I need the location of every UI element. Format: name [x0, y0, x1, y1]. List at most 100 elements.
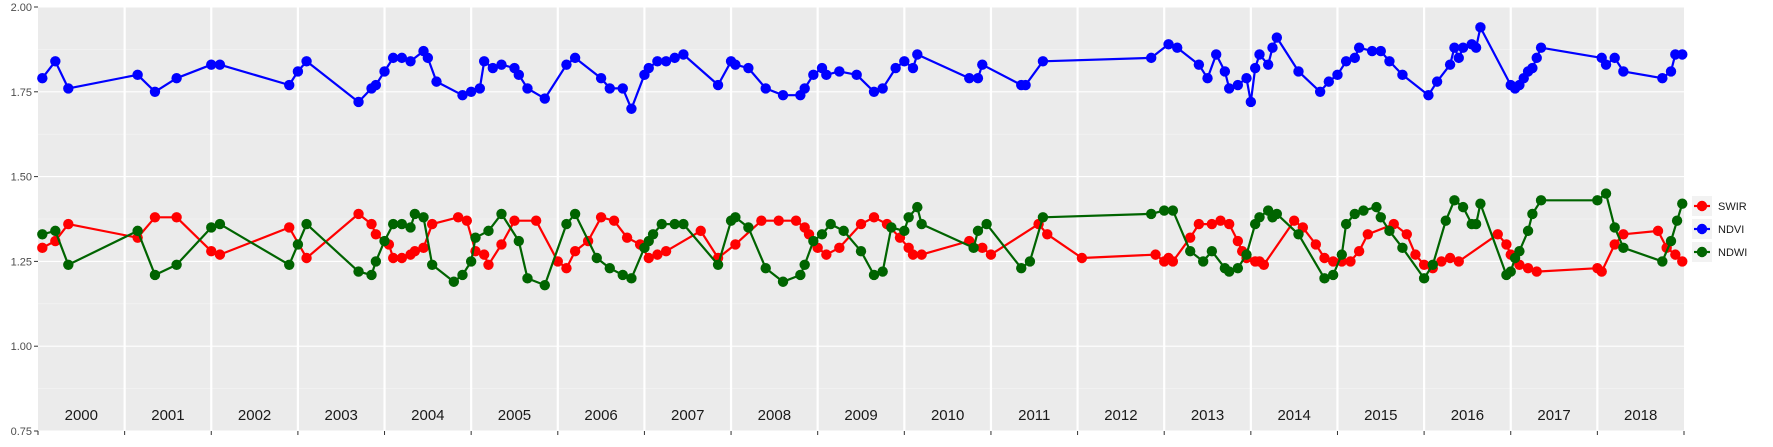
ndvi-point — [1535, 42, 1547, 53]
ndwi-point — [777, 276, 789, 287]
ndwi-point — [1358, 205, 1369, 216]
grid-lines — [38, 6, 1684, 432]
ndwi-point — [799, 259, 810, 270]
legend-key-point — [1696, 223, 1708, 235]
ndvi-point — [1172, 42, 1183, 53]
swir-point — [1401, 229, 1412, 240]
ndwi-point — [1677, 198, 1688, 209]
legend: SWIR NDVI NDWI — [1692, 196, 1747, 262]
y-tick-label: 1.25 — [11, 256, 32, 268]
ndwi-point — [669, 218, 680, 230]
ndwi-point — [855, 246, 867, 257]
ndwi-point — [1327, 269, 1339, 281]
ndwi-point — [808, 235, 819, 247]
ndvi-point — [1193, 59, 1205, 70]
ndvi-point — [899, 56, 910, 67]
ndwi-point — [561, 218, 572, 230]
ndwi-point — [522, 273, 533, 284]
swir-point — [1258, 259, 1270, 270]
swir-point — [409, 246, 421, 257]
swir-point — [63, 218, 74, 230]
series-ndvi — [37, 22, 1688, 114]
swir-point — [1185, 232, 1196, 243]
ndwi-point — [483, 225, 494, 237]
ndvi-point — [496, 59, 507, 70]
swir-point — [643, 252, 654, 264]
ndvi-point — [907, 62, 919, 74]
ndwi-point — [1340, 218, 1352, 230]
ndvi-point — [1340, 56, 1352, 67]
year-label: 2016 — [1451, 407, 1484, 424]
ndwi-point — [591, 252, 602, 264]
ndvi-point — [1271, 32, 1283, 43]
swir-point — [569, 246, 581, 257]
ndvi-point — [422, 52, 434, 64]
ndwi-point — [1319, 273, 1330, 284]
ndwi-point — [470, 232, 481, 243]
ndwi-point — [916, 218, 927, 230]
ndvi-point — [1219, 66, 1231, 77]
swir-point — [1444, 252, 1456, 264]
ndwi-point — [838, 225, 849, 237]
ndvi-point — [1241, 73, 1252, 84]
swir-point — [621, 232, 633, 243]
swir-point — [1670, 249, 1681, 260]
swir-point — [1501, 239, 1512, 250]
ndwi-point — [1349, 208, 1361, 220]
ndwi-point — [1427, 259, 1438, 270]
swir-point — [1345, 256, 1356, 267]
ndvi-point — [1475, 22, 1486, 33]
year-label: 2002 — [238, 407, 271, 424]
series-ndwi — [37, 188, 1688, 291]
ndvi-point — [387, 52, 399, 64]
ndwi-point — [816, 229, 828, 240]
ndwi-point — [206, 222, 217, 233]
ndwi-point — [903, 212, 914, 223]
ndvi-point — [1444, 59, 1456, 70]
ndvi-point — [643, 62, 654, 74]
ndwi-point — [366, 269, 377, 281]
ndwi-point — [1470, 218, 1482, 230]
swir-point — [1677, 256, 1688, 267]
ndvi-point — [972, 73, 984, 84]
ndvi-point — [760, 83, 771, 94]
ndwi-point — [448, 276, 460, 287]
swir-point — [1150, 249, 1161, 260]
ndwi-point — [1657, 256, 1668, 267]
ndwi-point — [171, 259, 182, 270]
ndvi-point — [730, 59, 741, 70]
ndwi-point — [617, 269, 628, 281]
ndwi-point — [1592, 195, 1603, 206]
year-label: 2012 — [1104, 407, 1137, 424]
ndvi-point — [1431, 76, 1443, 87]
ndwi-point — [1159, 205, 1170, 216]
ndwi-point — [301, 218, 312, 230]
ndvi-point — [1262, 59, 1274, 70]
ndvi-point — [301, 56, 312, 67]
ndvi-point — [379, 66, 390, 77]
ndvi-point — [132, 69, 143, 81]
ndvi-point — [206, 59, 217, 70]
ndwi-point — [1016, 262, 1027, 274]
swir-point — [206, 246, 217, 257]
swir-point — [301, 252, 312, 264]
swir-point — [660, 246, 672, 257]
ndvi-point — [353, 96, 364, 108]
ndwi-point — [1609, 222, 1620, 233]
swir-point — [821, 249, 832, 260]
ndvi-point — [1453, 52, 1464, 64]
ndwi-point — [899, 225, 910, 237]
ndvi-point — [1314, 86, 1326, 98]
data-series — [37, 22, 1688, 291]
swir-point — [652, 249, 663, 260]
swir-point — [370, 229, 382, 240]
year-label: 2003 — [325, 407, 358, 424]
ndwi-point — [513, 235, 525, 247]
ndwi-point — [1527, 208, 1538, 220]
ndwi-point — [1384, 225, 1395, 237]
ndwi-point — [1232, 262, 1244, 274]
year-label: 2017 — [1537, 407, 1570, 424]
ndwi-point — [712, 259, 724, 270]
ndvi-point — [1618, 66, 1629, 77]
